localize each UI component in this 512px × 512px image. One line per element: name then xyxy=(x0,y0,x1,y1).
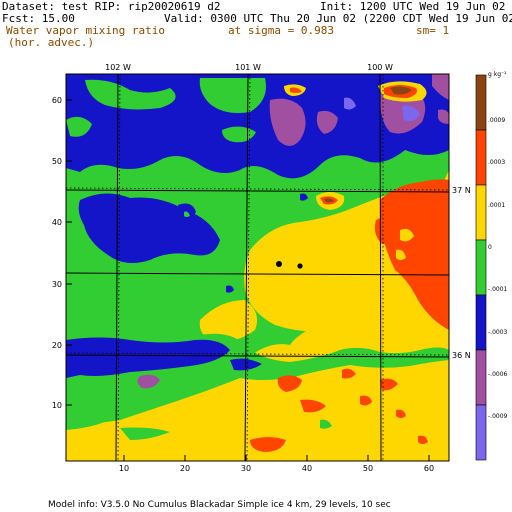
sigma-level: at sigma = 0.983 xyxy=(228,24,334,37)
valid-time: Valid: 0300 UTC Thu 20 Jun 02 (2200 CDT … xyxy=(164,12,512,25)
boundary-lines xyxy=(65,73,450,462)
plot-frame xyxy=(65,73,450,462)
dataset-label: Dataset: test RIP: rip20020619 d2 xyxy=(2,0,221,13)
colorbar-label-1: .0009 xyxy=(488,117,506,124)
color-bar xyxy=(475,74,487,461)
init-time: Init: 1200 UTC Wed 19 Jun 02 xyxy=(320,0,506,13)
forecast-hour: Fcst: 15.00 xyxy=(2,12,75,25)
y-tick-40: 40 xyxy=(52,218,62,227)
y-tick-50: 50 xyxy=(52,157,62,166)
lon-label-101w: 101 W xyxy=(235,63,261,72)
contour-field xyxy=(66,74,449,461)
colorbar-label-6: -.0003 xyxy=(488,329,508,336)
colorbar-label-5: -.0001 xyxy=(488,286,508,293)
lat-label-36n: 36 N xyxy=(452,351,471,360)
x-tick-10: 10 xyxy=(119,464,129,473)
lon-label-100w: 100 W xyxy=(367,63,393,72)
lon-label-102w: 102 W xyxy=(105,63,131,72)
colorbar-label-4: 0 xyxy=(488,244,492,251)
model-info: Model info: V3.5.0 No Cumulus Blackadar … xyxy=(48,500,391,510)
smoothing-info: sm= 1 xyxy=(416,24,450,37)
lat-label-37n: 37 N xyxy=(452,186,471,195)
x-tick-60: 60 xyxy=(424,464,434,473)
y-tick-20: 20 xyxy=(52,341,62,350)
x-tick-50: 50 xyxy=(363,464,373,473)
colorbar-label-8: -.0009 xyxy=(488,413,508,420)
colorbar-label-7: -.0006 xyxy=(488,371,508,378)
axis-ticks xyxy=(66,99,430,461)
colorbar-units: g kg⁻¹ xyxy=(488,71,507,78)
lat-lon-grid xyxy=(65,73,450,462)
colorbar-label-2: .0003 xyxy=(488,159,506,166)
colorbar-label-3: .0001 xyxy=(488,202,506,209)
x-tick-30: 30 xyxy=(241,464,251,473)
x-tick-40: 40 xyxy=(302,464,312,473)
y-tick-60: 60 xyxy=(52,96,62,105)
advection-note: (hor. advec.) xyxy=(8,36,95,49)
field-name: Water vapor mixing ratio xyxy=(6,24,165,37)
y-tick-30: 30 xyxy=(52,280,62,289)
x-tick-20: 20 xyxy=(180,464,190,473)
y-tick-10: 10 xyxy=(52,401,62,410)
